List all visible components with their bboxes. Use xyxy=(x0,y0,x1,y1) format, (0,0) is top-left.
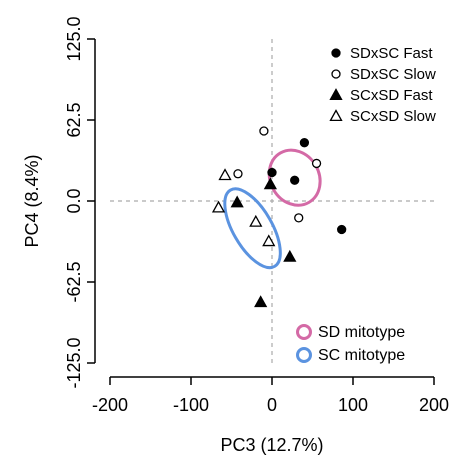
legend-marker xyxy=(329,109,343,122)
legend-ellipses: SD mitotype SC mitotype xyxy=(296,324,405,364)
x-tick-label: -100 xyxy=(173,395,209,415)
plot-area xyxy=(110,39,434,363)
x-tick-label: 100 xyxy=(338,395,368,415)
x-tick-label: -200 xyxy=(92,395,128,415)
x-tick-label: 0 xyxy=(267,395,277,415)
y-tick-label: -62.5 xyxy=(64,261,84,302)
y-tick-label: 62.5 xyxy=(64,102,84,137)
y-axis: 125.0 62.5 0.0 -62.5 -125.0 PC4 (8.4%) xyxy=(22,16,96,389)
ellipse-sc-mitotype xyxy=(223,187,282,270)
x-axis: -200 -100 0 100 200 PC3 (12.7%) xyxy=(92,376,449,455)
y-axis-label: PC4 (8.4%) xyxy=(22,154,42,247)
y-tick-label: 0.0 xyxy=(64,188,84,213)
point-scxsd-fast xyxy=(283,249,297,262)
legend-ellipse-icon xyxy=(296,347,312,363)
legend-label: SCxSD Fast xyxy=(350,87,433,104)
y-tick-label: 125.0 xyxy=(64,16,84,61)
legend-ellipse-icon xyxy=(296,324,312,340)
point-sdxsc-slow xyxy=(311,158,322,169)
x-axis-label: PC3 (12.7%) xyxy=(220,435,323,455)
legend-marker xyxy=(331,48,341,58)
legend-marker xyxy=(329,88,343,101)
point-scxsd-slow xyxy=(262,234,276,247)
point-scxsd-slow xyxy=(211,200,226,213)
x-tick-label: 200 xyxy=(419,395,449,415)
point-scxsd-fast xyxy=(254,295,268,308)
point-scxsd-slow xyxy=(218,168,232,181)
point-sdxsc-slow xyxy=(259,126,269,136)
point-scxsd-slow xyxy=(249,214,263,227)
legend-label: SDxSC Slow xyxy=(350,66,436,83)
legend-ellipse-label: SD mitotype xyxy=(318,324,405,341)
point-sdxsc-fast xyxy=(299,138,310,148)
point-sdxsc-fast xyxy=(267,167,277,178)
points-group xyxy=(211,126,347,308)
point-sdxsc-slow xyxy=(233,169,243,179)
legend-series: SDxSC Fast SDxSC Slow SCxSD Fast SCxSD Slow xyxy=(329,45,436,125)
legend-label: SCxSD Slow xyxy=(350,108,436,125)
point-scxsd-fast xyxy=(230,195,244,208)
legend-ellipse-label: SC mitotype xyxy=(318,347,405,364)
y-tick-label: -125.0 xyxy=(64,337,84,388)
legend-label: SDxSC Fast xyxy=(350,45,433,62)
point-sdxsc-slow xyxy=(294,213,304,223)
point-sdxsc-fast xyxy=(337,224,347,235)
point-scxsd-fast xyxy=(263,177,277,190)
legend-marker xyxy=(331,69,341,79)
point-sdxsc-fast xyxy=(290,175,300,185)
